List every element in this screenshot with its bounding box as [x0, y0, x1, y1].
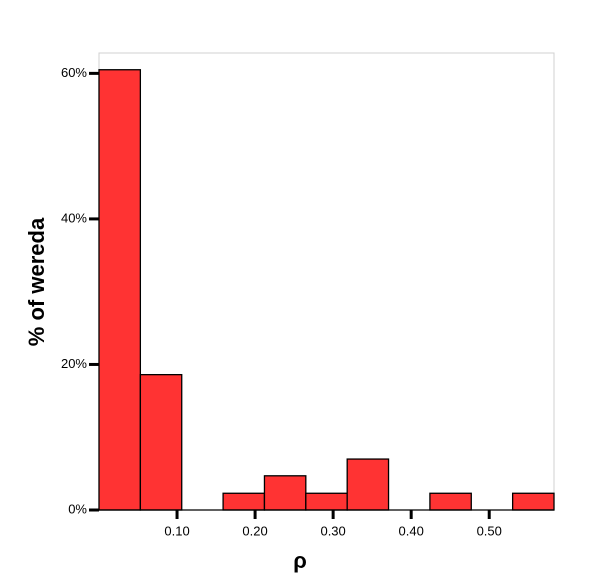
bar [429, 492, 472, 511]
bar [263, 475, 307, 511]
bar [222, 492, 266, 511]
bar [511, 492, 555, 511]
y-tick-label: 60% [61, 65, 87, 80]
bar [346, 458, 390, 511]
bar [98, 69, 142, 511]
x-tick-label: 0.50 [477, 523, 502, 538]
bar [139, 373, 183, 511]
x-axis-title: ρ [293, 548, 307, 573]
x-tick-label: 0.30 [320, 523, 345, 538]
bar [305, 492, 348, 511]
x-tick-label: 0.10 [164, 523, 189, 538]
y-axis-title: % of wereda [24, 217, 49, 346]
y-tick-label: 40% [61, 210, 87, 225]
y-tick-label: 20% [61, 356, 87, 371]
x-tick-label: 0.40 [399, 523, 424, 538]
y-tick-label: 0% [68, 501, 87, 516]
x-tick-label: 0.20 [242, 523, 267, 538]
